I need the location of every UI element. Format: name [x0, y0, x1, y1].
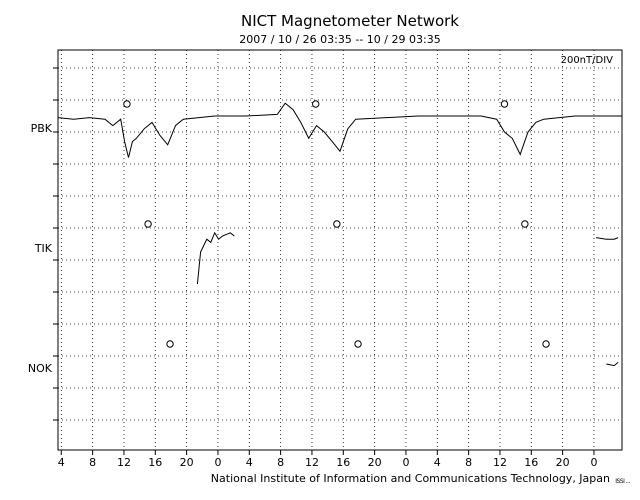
x-tick-label: 12 — [117, 456, 131, 469]
local-noon-marker — [123, 100, 131, 108]
x-tick-label: 8 — [277, 456, 284, 469]
series-line-pbk — [57, 102, 622, 158]
chart-subtitle: 2007 / 10 / 26 03:35 -- 10 / 29 03:35 — [239, 33, 441, 46]
x-tick-label: 12 — [305, 456, 319, 469]
station-label-nok: NOK — [28, 362, 53, 375]
x-tick-label: 8 — [465, 456, 472, 469]
local-noon-marker — [542, 340, 550, 348]
x-tick-label: 12 — [493, 456, 507, 469]
local-noon-marker — [144, 220, 152, 228]
x-tick-label: 8 — [89, 456, 96, 469]
local-noon-marker — [500, 100, 509, 108]
series-line-nok — [606, 362, 619, 367]
x-tick-label: 4 — [246, 456, 253, 469]
plot-frame — [57, 49, 623, 451]
x-tick-label: 4 — [58, 456, 65, 469]
local-noon-marker — [312, 100, 320, 108]
series-line-tik-b — [596, 237, 619, 240]
x-tick-label: 16 — [148, 456, 162, 469]
x-tick-label: 16 — [524, 456, 538, 469]
x-tick-label: 0 — [590, 456, 597, 469]
station-label-pbk: PBK — [31, 122, 53, 135]
scale-label: 200nT/DIV — [561, 55, 614, 66]
local-noon-marker — [521, 220, 529, 228]
x-tick-label: 0 — [402, 456, 409, 469]
x-tick-label: 20 — [556, 456, 570, 469]
credit-footer: National Institute of Information and Co… — [210, 472, 610, 485]
x-tick-label: 16 — [336, 456, 350, 469]
chart-title: NICT Magnetometer Network — [240, 12, 459, 30]
x-tick-label: 20 — [180, 456, 194, 469]
local-noon-marker — [166, 340, 174, 348]
x-tick-label: 0 — [214, 456, 221, 469]
series-line-tik — [196, 231, 235, 285]
x-tick-label: 20 — [368, 456, 382, 469]
local-noon-marker — [333, 220, 341, 228]
x-tick-label: 4 — [434, 456, 441, 469]
local-noon-marker — [354, 340, 362, 348]
corner-mark: ISSI ... — [615, 478, 630, 485]
station-label-tik: TIK — [34, 242, 53, 255]
